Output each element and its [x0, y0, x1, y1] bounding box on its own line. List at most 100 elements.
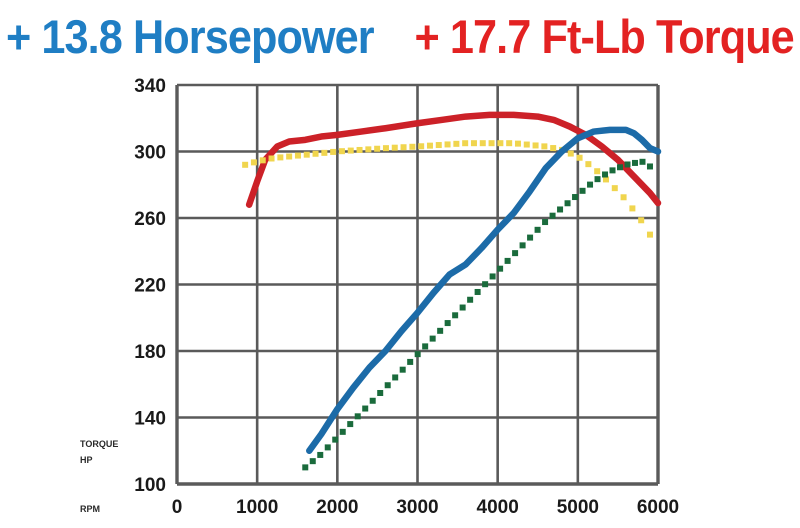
series-dot — [338, 148, 345, 155]
series-dot — [312, 150, 319, 157]
series-line — [245, 111, 662, 208]
series-dot — [617, 164, 624, 171]
series-dot — [330, 148, 337, 155]
series-dot — [369, 397, 376, 404]
y-axis-tick-label: 260 — [134, 209, 166, 230]
series-dot — [557, 206, 564, 213]
dyno-plot-svg: 100 140 180 220 260 300 340 0 1000 2000 3000 4000 5… — [80, 76, 679, 518]
data-series — [242, 111, 662, 471]
series-dot — [347, 147, 354, 154]
series-dot — [277, 154, 284, 161]
series-dot — [512, 250, 519, 257]
x-axis-tick-label: 6000 — [637, 497, 679, 518]
series-dot — [362, 405, 369, 412]
series-dot — [482, 281, 489, 288]
y-axis-ticks: 100 140 180 220 260 300 340 — [134, 76, 166, 496]
series-dot — [302, 464, 309, 471]
series-dot — [286, 153, 293, 160]
series-dot — [579, 187, 586, 194]
grid-lines — [175, 83, 660, 486]
series-dot — [594, 176, 601, 183]
dyno-chart: 100 140 180 220 260 300 340 0 1000 2000 3000 4000 5… — [0, 66, 800, 528]
series-dot — [377, 389, 384, 396]
series-dot — [631, 159, 638, 166]
title-torque-gain: + 17.7 Ft-Lb Torque — [414, 9, 794, 63]
y-axis-tick-label: 220 — [134, 276, 166, 297]
series-dot — [437, 327, 444, 334]
series-dot — [321, 149, 328, 156]
series-dot — [549, 212, 556, 219]
series-dot — [542, 219, 549, 226]
series-dot — [444, 141, 451, 148]
series-dot — [259, 157, 266, 164]
series-dot — [594, 168, 601, 175]
series-dot — [585, 161, 592, 168]
series-dot — [435, 142, 442, 149]
series-dot — [576, 154, 583, 161]
series-dot — [409, 143, 416, 150]
series-dot — [489, 273, 496, 280]
series-dot — [444, 320, 451, 327]
series-dot — [532, 142, 539, 149]
x-axis-tick-label: 3000 — [396, 497, 438, 518]
series-dot — [309, 458, 316, 465]
series-dot — [602, 176, 609, 183]
series-dot — [400, 144, 407, 151]
series-dot — [453, 140, 460, 147]
series-dot — [497, 140, 504, 147]
series-dot — [459, 304, 466, 311]
series-dot — [514, 140, 521, 147]
series-dot — [339, 428, 346, 435]
series-dot — [523, 141, 530, 148]
x-axis-tick-label: 5000 — [557, 497, 599, 518]
series-dot — [268, 155, 275, 162]
series-dot — [294, 152, 301, 159]
series-dot — [474, 288, 481, 295]
series-dot — [541, 143, 548, 150]
series-dot — [317, 451, 324, 458]
series-dot — [646, 163, 653, 170]
y-axis-tick-label: 100 — [134, 475, 166, 496]
series-dot — [550, 145, 557, 152]
axis-side-labels: TORQUE HP RPM — [80, 439, 118, 514]
x-axis-tick-label: 4000 — [477, 497, 519, 518]
axis-label-rpm: RPM — [80, 504, 100, 514]
axis-label-hp: HP — [80, 455, 93, 465]
y-axis-tick-label: 140 — [134, 409, 166, 430]
series-dot — [426, 142, 433, 149]
series-dot — [429, 335, 436, 342]
series-dot — [572, 194, 579, 201]
series-dot — [567, 150, 574, 157]
series-dot — [407, 358, 414, 365]
series-dot — [564, 200, 571, 207]
series-dot — [624, 161, 631, 168]
series-dot — [382, 145, 389, 152]
series-dot — [620, 194, 627, 201]
series-dot — [414, 351, 421, 358]
series-line — [306, 126, 662, 454]
series-dot — [303, 151, 310, 158]
series-dot — [392, 374, 399, 381]
series-dot — [467, 296, 474, 303]
series-dot — [534, 226, 541, 233]
series-dot — [418, 143, 425, 150]
title-horsepower-gain: + 13.8 Horsepower — [6, 9, 375, 63]
series-dot — [488, 140, 495, 147]
chart-title: + 13.8 Horsepower + 17.7 Ft-Lb Torque — [0, 0, 800, 72]
series-dot — [611, 185, 618, 192]
series-dot — [384, 382, 391, 389]
series-dot — [470, 140, 477, 147]
series-dot — [479, 140, 486, 147]
series-dot — [504, 257, 511, 264]
series-dot — [399, 366, 406, 373]
series-dot — [506, 140, 513, 147]
x-axis-tick-label: 0 — [172, 497, 183, 518]
series-dot — [587, 181, 594, 188]
series-dot — [242, 161, 249, 168]
series-dot — [527, 234, 534, 241]
series-dot — [250, 159, 257, 166]
series-dot — [347, 421, 354, 428]
series-dot — [452, 312, 459, 319]
series-dot — [422, 343, 429, 350]
series-dot — [365, 146, 372, 153]
